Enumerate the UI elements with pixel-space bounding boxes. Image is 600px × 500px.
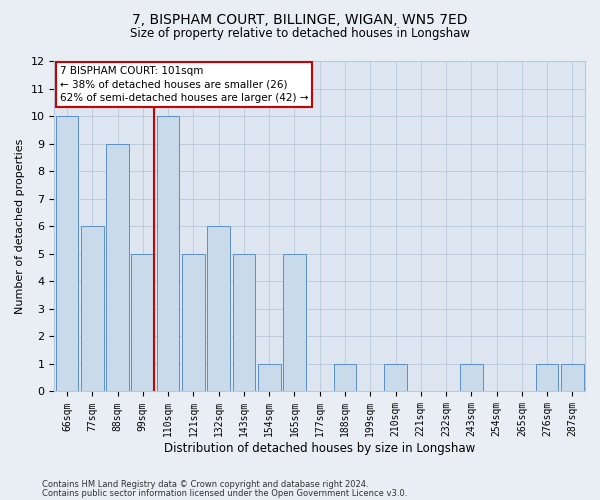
Bar bbox=[561, 364, 584, 392]
Text: 7 BISPHAM COURT: 101sqm
← 38% of detached houses are smaller (26)
62% of semi-de: 7 BISPHAM COURT: 101sqm ← 38% of detache… bbox=[60, 66, 308, 103]
X-axis label: Distribution of detached houses by size in Longshaw: Distribution of detached houses by size … bbox=[164, 442, 475, 455]
Bar bbox=[536, 364, 559, 392]
Text: Contains HM Land Registry data © Crown copyright and database right 2024.: Contains HM Land Registry data © Crown c… bbox=[42, 480, 368, 489]
Bar bbox=[157, 116, 179, 392]
Bar bbox=[384, 364, 407, 392]
Bar bbox=[283, 254, 306, 392]
Bar bbox=[182, 254, 205, 392]
Bar bbox=[258, 364, 281, 392]
Bar bbox=[81, 226, 104, 392]
Bar bbox=[334, 364, 356, 392]
Bar bbox=[207, 226, 230, 392]
Bar bbox=[106, 144, 129, 392]
Bar bbox=[233, 254, 255, 392]
Text: Contains public sector information licensed under the Open Government Licence v3: Contains public sector information licen… bbox=[42, 489, 407, 498]
Bar bbox=[56, 116, 79, 392]
Y-axis label: Number of detached properties: Number of detached properties bbox=[15, 139, 25, 314]
Bar bbox=[131, 254, 154, 392]
Bar bbox=[460, 364, 482, 392]
Text: Size of property relative to detached houses in Longshaw: Size of property relative to detached ho… bbox=[130, 28, 470, 40]
Text: 7, BISPHAM COURT, BILLINGE, WIGAN, WN5 7ED: 7, BISPHAM COURT, BILLINGE, WIGAN, WN5 7… bbox=[132, 12, 468, 26]
